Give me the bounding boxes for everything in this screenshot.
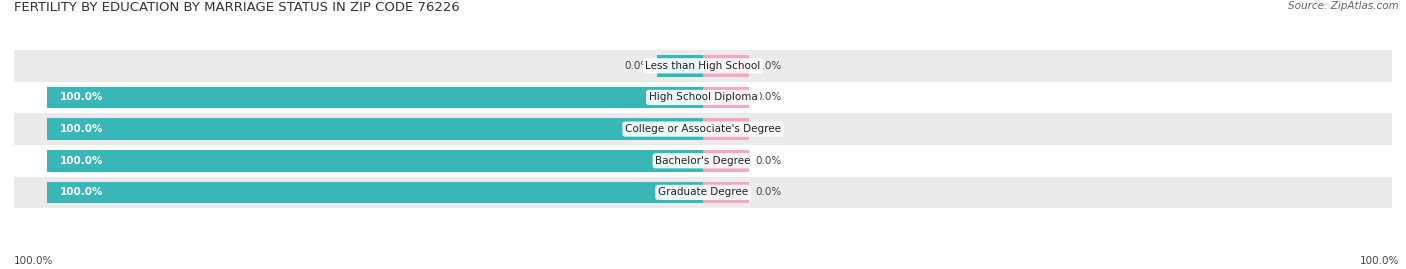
Bar bbox=[0, 176, 1406, 208]
Bar bbox=[46, 150, 703, 172]
Text: 100.0%: 100.0% bbox=[60, 187, 104, 197]
Bar bbox=[0, 82, 1406, 113]
Text: 100.0%: 100.0% bbox=[60, 156, 104, 166]
Text: 100.0%: 100.0% bbox=[14, 256, 53, 266]
Bar bbox=[0, 50, 1406, 82]
Bar bbox=[0, 145, 1406, 176]
Text: Less than High School: Less than High School bbox=[645, 61, 761, 71]
Text: College or Associate's Degree: College or Associate's Degree bbox=[626, 124, 780, 134]
Text: High School Diploma: High School Diploma bbox=[648, 93, 758, 102]
Text: 0.0%: 0.0% bbox=[755, 187, 782, 197]
Text: 100.0%: 100.0% bbox=[1360, 256, 1399, 266]
Text: 100.0%: 100.0% bbox=[60, 124, 104, 134]
Bar bbox=[703, 150, 749, 172]
Bar bbox=[0, 113, 1406, 145]
Text: 0.0%: 0.0% bbox=[755, 124, 782, 134]
Bar bbox=[46, 87, 703, 108]
Text: Graduate Degree: Graduate Degree bbox=[658, 187, 748, 197]
Bar bbox=[703, 87, 749, 108]
Bar bbox=[703, 118, 749, 140]
Text: 0.0%: 0.0% bbox=[755, 93, 782, 102]
Text: 0.0%: 0.0% bbox=[755, 156, 782, 166]
Text: Source: ZipAtlas.com: Source: ZipAtlas.com bbox=[1288, 1, 1399, 11]
Text: 100.0%: 100.0% bbox=[60, 93, 104, 102]
Bar bbox=[703, 182, 749, 203]
Text: 0.0%: 0.0% bbox=[624, 61, 651, 71]
Bar bbox=[657, 55, 703, 77]
Text: Bachelor's Degree: Bachelor's Degree bbox=[655, 156, 751, 166]
Text: FERTILITY BY EDUCATION BY MARRIAGE STATUS IN ZIP CODE 76226: FERTILITY BY EDUCATION BY MARRIAGE STATU… bbox=[14, 1, 460, 14]
Text: 0.0%: 0.0% bbox=[755, 61, 782, 71]
Bar bbox=[46, 182, 703, 203]
Bar bbox=[46, 118, 703, 140]
Bar bbox=[703, 55, 749, 77]
